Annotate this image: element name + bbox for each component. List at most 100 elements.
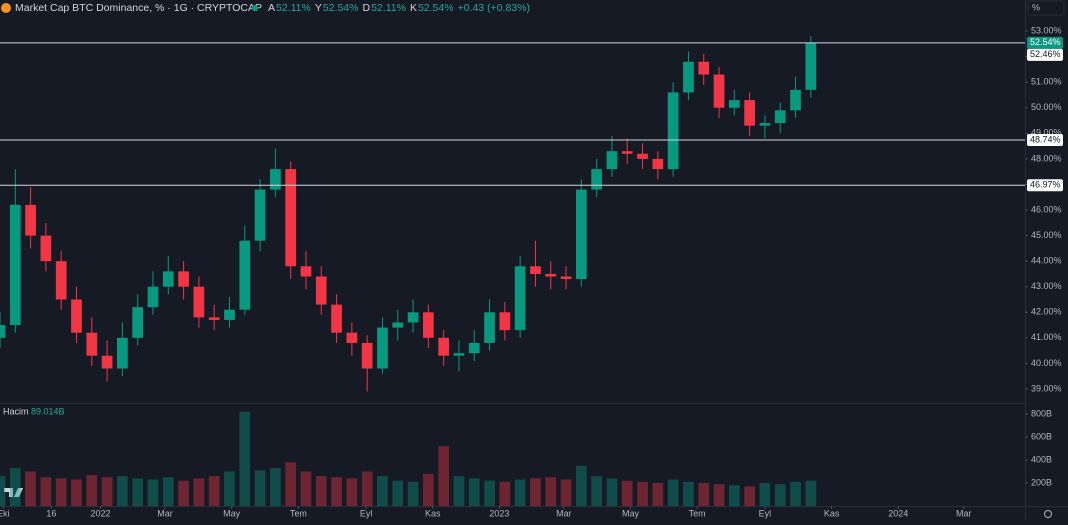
candle-body <box>162 271 174 287</box>
y-tick-label: 42.00% <box>1031 307 1062 317</box>
volume-bar <box>591 476 602 506</box>
candle-body <box>591 169 602 190</box>
candle-body <box>101 355 113 369</box>
candle-body <box>71 299 82 333</box>
volume-bar <box>805 480 817 506</box>
candle-body <box>545 273 557 277</box>
candle-body <box>698 61 710 75</box>
level-label-box <box>1027 133 1063 146</box>
volume-bar <box>499 481 511 506</box>
candle-body <box>438 337 450 356</box>
candle-body <box>468 342 480 354</box>
volume-bar <box>377 476 388 506</box>
volume-bar <box>407 481 419 506</box>
x-tick-label: Eyl <box>360 508 373 518</box>
candle-body <box>254 189 266 241</box>
volume-bar <box>667 479 679 506</box>
volume-bar <box>162 477 174 506</box>
volume-bar <box>637 481 648 506</box>
level-label: 46.97% <box>1030 180 1061 190</box>
symbol-title[interactable]: Market Cap BTC Dominance, % · 1G · CRYPT… <box>15 2 262 14</box>
x-tick-label: 2024 <box>888 508 908 518</box>
previous-close-label: 52.46% <box>1030 49 1061 59</box>
volume-bar <box>285 462 297 506</box>
volume-bar <box>774 484 786 506</box>
tv-logo-shape[interactable] <box>4 488 23 497</box>
candle-body <box>315 276 327 305</box>
y-tick-label: 44.00% <box>1031 256 1062 266</box>
candle-body <box>530 266 541 274</box>
candle-body <box>147 286 159 308</box>
candle-body <box>0 325 6 338</box>
ohlc-value: 52.11% <box>371 2 406 14</box>
tv-logo[interactable] <box>4 488 23 497</box>
candle-body <box>86 332 98 356</box>
level-label-box <box>1027 36 1063 49</box>
volume-bar <box>728 485 740 506</box>
y2-tick-label: 600B <box>1031 431 1052 441</box>
x-tick-label: 16 <box>46 508 56 518</box>
volume-bar <box>270 468 281 506</box>
x-tick-label: 2022 <box>91 508 111 518</box>
candle-body <box>377 327 388 369</box>
candle-body <box>805 42 817 90</box>
level-label: 48.74% <box>1030 134 1061 144</box>
y2-tick-label: 800B <box>1031 408 1052 418</box>
candle-body <box>774 110 786 124</box>
volume-bar <box>514 479 526 506</box>
volume-bar <box>545 477 557 506</box>
candle-body <box>178 271 189 287</box>
y2-tick-label: 400B <box>1031 454 1052 464</box>
volume-bar <box>392 480 404 506</box>
volume-bar <box>560 479 572 506</box>
candle-body <box>285 169 297 267</box>
volume-bar <box>438 446 450 506</box>
candle-body <box>621 151 633 154</box>
volume-bar <box>423 473 434 506</box>
candle-body <box>117 337 128 369</box>
candle-body <box>484 312 495 343</box>
candle-body <box>392 322 404 328</box>
volume-bar <box>239 411 251 506</box>
volume-bar <box>71 479 82 506</box>
volume-bar <box>759 482 771 506</box>
y-tick-label: 48.00% <box>1031 153 1062 163</box>
volume-bar <box>453 476 465 506</box>
change: +0.43 (+0.83%) <box>458 2 530 14</box>
volume-bar <box>683 481 694 506</box>
candle-body <box>331 304 342 333</box>
volume-bar <box>484 480 495 506</box>
settings-icon[interactable] <box>1044 510 1052 518</box>
volume-bar <box>790 481 801 506</box>
candle-body <box>132 307 144 338</box>
previous-close-box <box>1027 48 1063 61</box>
y-tick-label: 53.00% <box>1031 25 1062 35</box>
candle-body <box>300 266 312 277</box>
candle-body <box>514 266 526 331</box>
volume-bar <box>300 471 312 506</box>
candle-body <box>667 92 679 170</box>
axis-unit[interactable]: % <box>1032 2 1040 12</box>
x-tick-label: Kas <box>824 508 840 518</box>
x-tick-label: Eki <box>0 508 10 518</box>
volume-bar <box>621 480 633 506</box>
x-tick-label: Mar <box>157 508 173 518</box>
candle-body <box>453 353 465 356</box>
volume-bar <box>101 477 113 506</box>
volume-bar <box>9 468 21 506</box>
x-tick-label: Mar <box>956 508 972 518</box>
candle-body <box>346 332 358 343</box>
candle-body <box>637 153 648 159</box>
candle-body <box>270 169 281 190</box>
candle-body <box>407 312 419 323</box>
candle-body <box>744 100 755 126</box>
ohlc-key: D <box>363 2 371 14</box>
candle-body <box>759 123 771 126</box>
axis-mode-box[interactable] <box>1027 0 1065 16</box>
candle-body <box>560 276 572 280</box>
volume-bar <box>575 465 587 506</box>
y-tick-label: 45.00% <box>1031 230 1062 240</box>
volume-bar <box>193 478 205 506</box>
x-tick-label: 2023 <box>489 508 509 518</box>
